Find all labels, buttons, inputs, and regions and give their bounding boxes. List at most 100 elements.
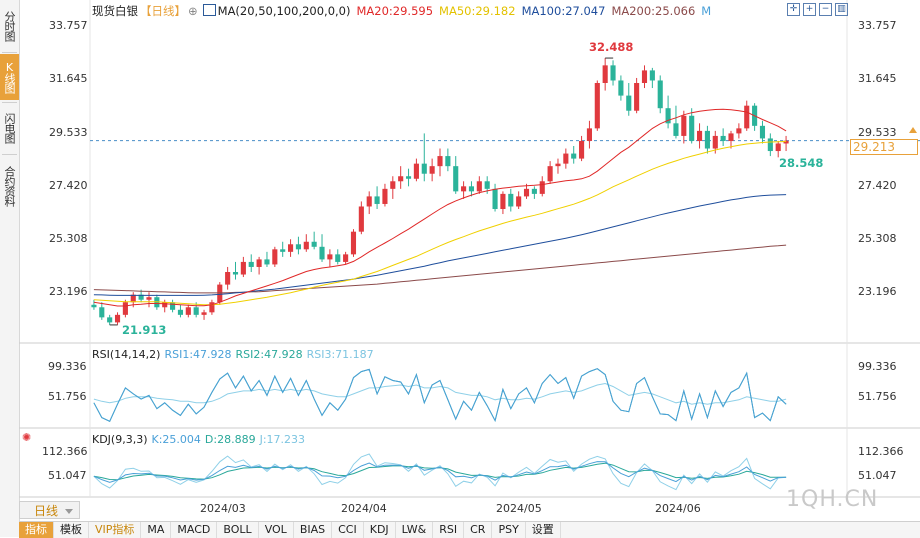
high-marker: 32.488 [589,40,634,54]
grid-lines [19,0,920,498]
candle-body [201,312,207,315]
candle-body [107,317,113,323]
m-link[interactable]: M [701,4,712,18]
tab-boll[interactable]: BOLL [217,522,259,538]
candle-body [759,125,766,139]
candle-body [343,254,349,262]
candle-body [248,261,254,267]
candle-body [720,135,726,141]
candle-body [398,176,404,182]
x-label-may: 2024/05 [496,502,542,515]
moving-average-lines [93,108,787,307]
ma50-value: MA50:29.182 [439,4,516,18]
tab-macd[interactable]: MACD [171,522,218,538]
zoom-out-icon[interactable]: − [819,3,832,16]
candle-body [405,176,412,179]
crosshair-icon[interactable]: ✛ [787,3,800,16]
tab-vip-indicators[interactable]: VIP指标 [89,522,142,538]
candle-body [492,188,498,209]
period-selector[interactable]: 日线 [19,501,80,519]
candle-body [618,80,624,96]
period-tag[interactable]: 【日线】 [140,4,186,18]
candle-body [264,259,270,265]
candle-body [170,302,176,310]
price-label-right: 27.420 [858,178,897,192]
indicator-tabs: 指标 模板 VIP指标 MA MACD BOLL VOL BIAS CCI KD… [19,521,920,538]
candle-body [358,206,364,232]
candle-body [295,244,301,250]
rsi-axis-top-right: 99.336 [858,360,897,373]
tab-psy[interactable]: PSY [492,522,526,538]
rsi-axis-mid-left: 51.756 [48,390,87,403]
candle-body [579,140,585,159]
alert-arrow-icon[interactable] [909,127,917,133]
price-label-right: 25.308 [858,232,897,246]
ma-settings-icon[interactable] [202,4,216,16]
price-label-right: 23.196 [858,285,897,299]
candle-body [303,241,309,250]
tab-kline[interactable]: K线图 [0,54,19,100]
zoom-in-icon[interactable]: + [803,3,816,16]
candle-body [712,135,718,149]
j-value: J:17.233 [259,433,306,446]
candle-body [437,156,443,167]
candle-body [783,140,789,144]
rsi3-value: RSI3:71.187 [306,348,374,361]
layout-icon[interactable]: ▥ [835,3,848,16]
tab-lw[interactable]: LW& [396,522,434,538]
candle-body [280,249,286,252]
price-label-left: 31.645 [49,72,88,86]
k-value: K:25.004 [151,433,201,446]
tab-bias[interactable]: BIAS [294,522,333,538]
price-label-right: 31.645 [858,72,897,86]
candle-body [232,272,239,275]
tab-kdj[interactable]: KDJ [364,522,396,538]
tab-vol[interactable]: VOL [259,522,294,538]
candle-body [445,156,451,167]
tab-template[interactable]: 模板 [54,522,89,538]
candle-body [91,304,97,308]
candle-body [461,186,467,192]
candle-body [311,241,317,247]
candle-body [335,254,341,262]
candle-body [413,163,419,179]
tab-cr[interactable]: CR [464,522,493,538]
k-line [93,461,787,483]
tab-contract-info[interactable]: 合约资料 [3,166,16,206]
candle-body [634,83,640,111]
kdj-axis-top-left: 112.366 [42,445,88,458]
price-label-left: 25.308 [49,232,88,246]
candle-body [626,95,632,111]
tab-indicators[interactable]: 指标 [19,522,54,538]
instrument-title: 现货白银 [92,4,138,18]
watermark: 1QH.CN [786,487,879,512]
candle-body [366,196,372,207]
kdj-params: KDJ(9,3,3) [92,433,148,446]
candle-body [453,166,459,192]
kdj-settings-icon[interactable]: ✺ [22,431,32,444]
divider [2,52,17,53]
candle-body [421,163,427,174]
ma100-value: MA100:27.047 [521,4,606,18]
tab-lightning[interactable]: 闪电图 [3,113,16,143]
tab-ma[interactable]: MA [141,522,172,538]
candle-body [350,231,357,255]
candle-body [122,302,128,315]
candle-body [154,297,160,308]
rsi-axis-top-left: 99.336 [48,360,87,373]
tab-settings[interactable]: 设置 [526,522,561,538]
tab-timeshare[interactable]: 分时图 [3,11,16,41]
candle-body [374,196,380,204]
candle-body [594,83,600,129]
tab-rsi[interactable]: RSI [433,522,465,538]
kline-chart[interactable] [19,0,920,521]
candle-body [138,294,144,300]
ma100-line [93,194,787,296]
price-label-right: 29.533 [858,125,897,139]
candle-body [185,307,191,315]
candle-body [571,153,577,159]
ma20-line [93,108,787,307]
tab-cci[interactable]: CCI [332,522,364,538]
settings-icon[interactable]: ⊕ [188,4,198,18]
rsi1-line [93,368,787,422]
